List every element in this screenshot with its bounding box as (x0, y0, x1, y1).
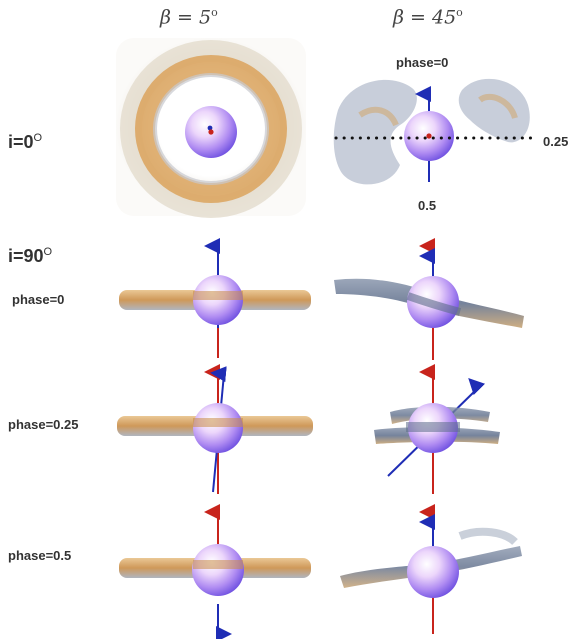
spin-pole-marker (207, 125, 213, 131)
magnetic-pole-marker (208, 129, 214, 135)
star-sphere (192, 544, 244, 596)
inclination-label-0-text: i=0 (8, 132, 34, 152)
inclination-label-0-unit: O (33, 132, 43, 144)
disk-front-band (193, 560, 243, 569)
column-header-beta-45: β = 45o (393, 6, 463, 28)
panel-i90-beta45-phase0.5 (340, 504, 522, 634)
column-header-beta-45-symbol: β = 45 (393, 6, 457, 29)
panel-i0-beta5 (116, 38, 306, 218)
annotation-phase-0.5: 0.5 (418, 198, 437, 213)
star-sphere (407, 546, 459, 598)
panel-i90-beta45-phase0 (334, 238, 524, 360)
column-header-beta-5-symbol: β = 5 (160, 6, 212, 29)
outer-haze (120, 40, 302, 218)
inclination-label-0: i=0O (8, 132, 42, 153)
disk-front-band (406, 292, 462, 316)
inclination-label-90-text: i=90 (8, 246, 44, 266)
column-header-beta-5-unit: o (211, 6, 218, 19)
gas-lobe-right (458, 78, 530, 143)
panel-i90-beta5-phase0.5 (119, 504, 311, 639)
panel-i0-beta45 (333, 78, 538, 185)
disk-warm-patches (358, 93, 518, 127)
gas-lobe-left (333, 79, 417, 185)
panel-i90-beta45-phase0.25 (374, 364, 500, 494)
inner-ring-edge (153, 73, 269, 185)
disk-upper-wisp (458, 527, 518, 546)
disk-front-band (193, 418, 243, 427)
panel-i90-beta5-phase0 (119, 238, 311, 358)
inclination-label-90-unit: O (43, 246, 53, 258)
star-sphere (193, 403, 243, 453)
panel-i90-beta5-phase0.25 (117, 364, 313, 494)
inclination-label-90: i=90O (8, 246, 52, 267)
row-label-phase-0.5: phase=0.5 (8, 548, 72, 563)
row-label-phase-0.25: phase=0.25 (8, 417, 79, 432)
disk-ring (135, 55, 287, 203)
annotation-phase-0.25: 0.25 (543, 134, 569, 149)
disk-front-band (193, 291, 243, 300)
row-label-phase-0: phase=0 (12, 292, 65, 307)
magnetic-pole-marker (426, 133, 432, 139)
annotation-phase-0: phase=0 (396, 55, 449, 70)
column-header-beta-5: β = 5o (160, 6, 218, 28)
disk-front-band (406, 422, 460, 432)
column-header-beta-45-unit: o (456, 6, 463, 19)
